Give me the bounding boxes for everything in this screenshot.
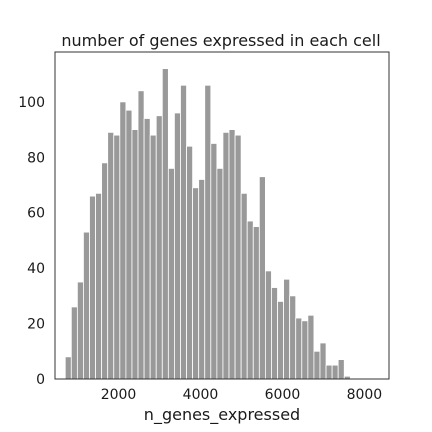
histogram-bar — [222, 131, 230, 380]
histogram-bar — [258, 176, 266, 380]
y-tick-label: 100 — [18, 95, 45, 111]
histogram-bar — [64, 356, 72, 380]
x-tick-label: 2000 — [101, 387, 137, 403]
histogram-bar — [149, 134, 157, 380]
histogram-bar — [131, 129, 139, 380]
histogram-bar — [295, 317, 303, 380]
histogram-bar — [289, 295, 297, 380]
histogram-bar — [246, 220, 254, 380]
histogram-bar — [301, 320, 309, 380]
chart-title: number of genes expressed in each cell — [61, 31, 380, 50]
histogram-bar — [137, 90, 145, 380]
histogram-bar — [319, 342, 327, 380]
histogram-bar — [198, 179, 206, 380]
histogram-bar — [70, 306, 78, 380]
histogram-bar — [119, 101, 127, 380]
x-axis-label: n_genes_expressed — [144, 405, 300, 425]
histogram-bar — [283, 278, 291, 380]
histogram-bar — [337, 359, 345, 380]
x-tick-label: 4000 — [183, 387, 219, 403]
y-tick-label: 80 — [27, 150, 45, 166]
bars-layer — [64, 68, 351, 380]
histogram-bar — [252, 226, 260, 380]
histogram-bar — [76, 281, 84, 380]
histogram-bar — [216, 167, 224, 380]
histogram-bar — [95, 192, 103, 380]
histogram-bar — [143, 118, 151, 380]
histogram-bar — [167, 167, 175, 380]
y-axis-ticks: 0 20 40 60 80 100 — [18, 95, 45, 388]
histogram-bar — [331, 364, 339, 380]
histogram-bar — [234, 134, 242, 380]
histogram-bar — [113, 134, 121, 380]
histogram-bar — [180, 84, 187, 380]
histogram-bar — [89, 195, 96, 380]
histogram-bar — [240, 192, 248, 380]
histogram-bar — [307, 314, 315, 380]
y-tick-label: 20 — [27, 317, 45, 333]
histogram-bar — [271, 287, 278, 380]
histogram-bar — [186, 145, 194, 380]
x-tick-label: 6000 — [265, 387, 301, 403]
plot-frame — [54, 51, 390, 380]
y-tick-label: 40 — [27, 261, 45, 277]
histogram-bar — [277, 301, 284, 380]
x-tick-label: 8000 — [347, 387, 383, 403]
y-tick-label: 60 — [27, 206, 45, 222]
histogram-bar — [125, 109, 133, 380]
histogram-bar — [83, 231, 90, 380]
histogram-bar — [204, 84, 212, 380]
histogram-bar — [101, 162, 109, 380]
histogram-bar — [155, 115, 163, 380]
histogram-bar — [174, 112, 181, 380]
histogram-bar — [228, 129, 236, 380]
y-tick-label: 0 — [36, 372, 45, 388]
histogram-bar — [264, 270, 272, 380]
x-axis-ticks: 2000 4000 6000 8000 — [101, 387, 383, 403]
histogram-bar — [192, 187, 200, 380]
histogram-bar — [313, 350, 321, 380]
histogram-bar — [107, 131, 115, 380]
histogram-bar — [161, 68, 169, 380]
histogram-bar — [325, 364, 333, 380]
histogram-bar — [210, 143, 218, 380]
